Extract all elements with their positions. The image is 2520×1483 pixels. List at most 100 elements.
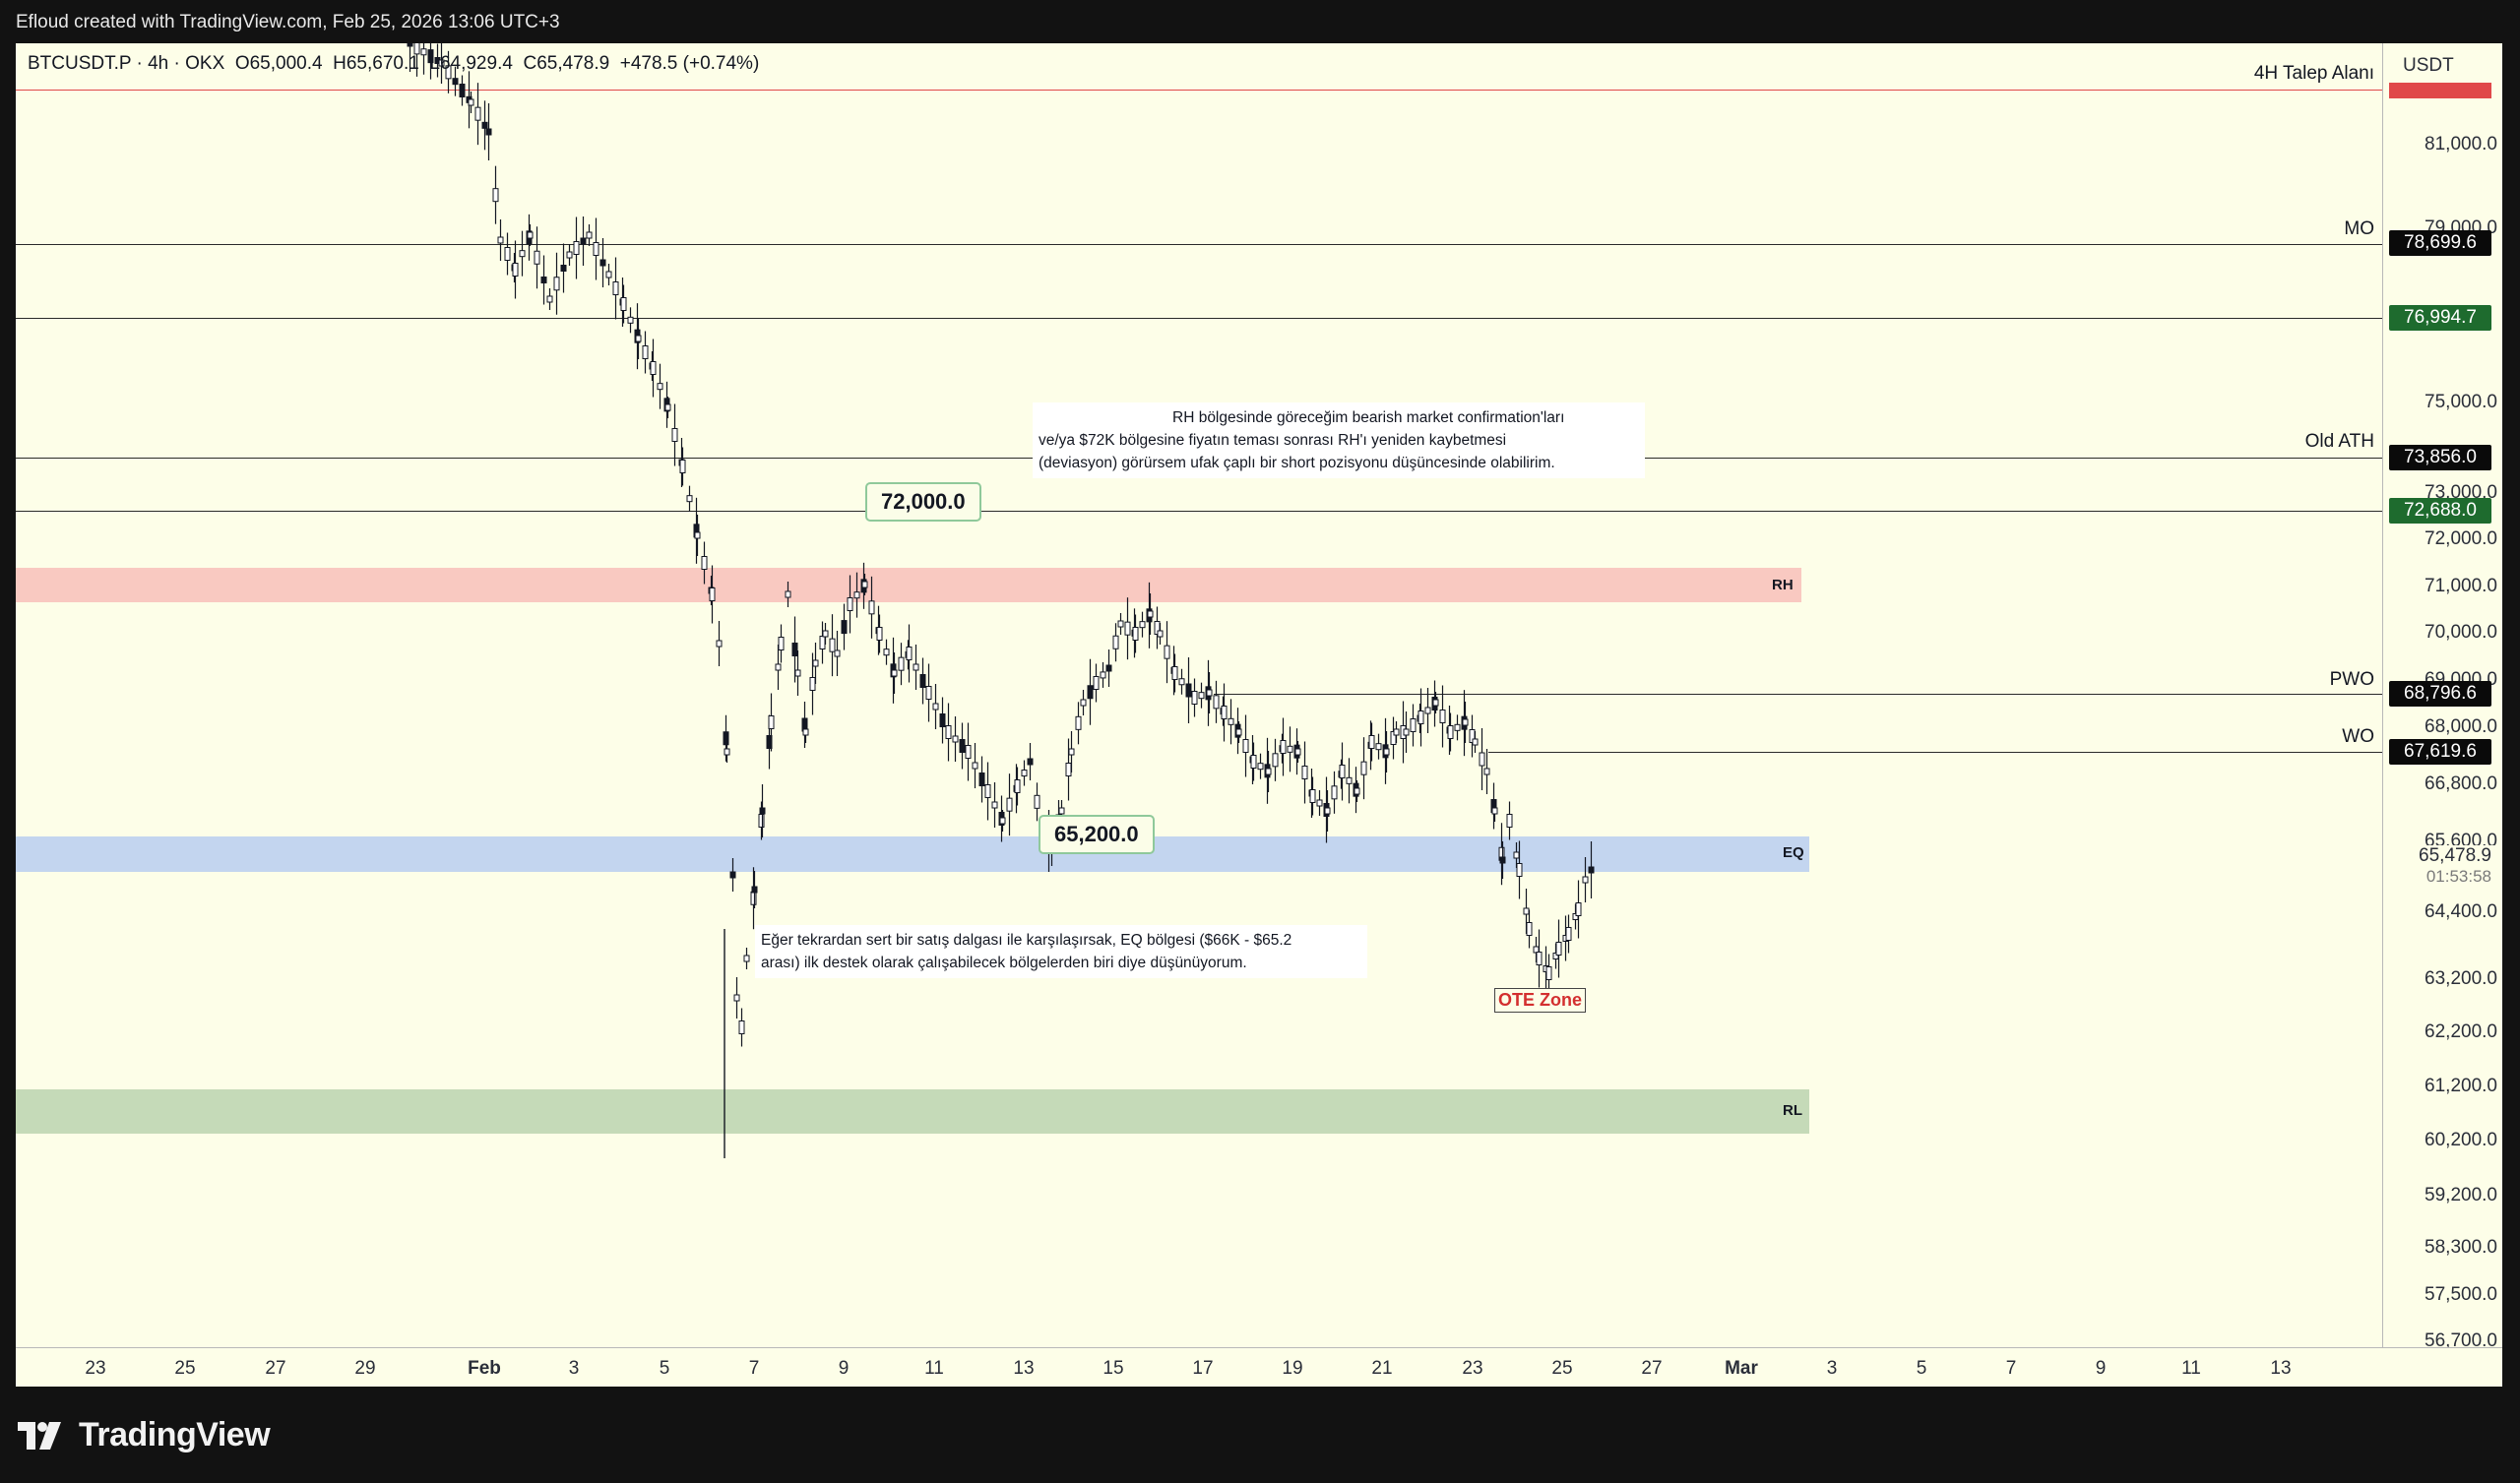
candle-body bbox=[1213, 695, 1220, 710]
candle-body bbox=[407, 43, 413, 47]
candle-body bbox=[861, 581, 868, 588]
candle-body bbox=[876, 627, 883, 641]
price-axis-label: 73,000.0 bbox=[2425, 482, 2497, 503]
candle-body bbox=[427, 49, 434, 64]
candle-body bbox=[445, 65, 452, 80]
tradingview-logo[interactable]: TradingView bbox=[18, 1416, 271, 1454]
price-axis-label: 62,200.0 bbox=[2425, 1021, 2497, 1042]
time-axis-label: 11 bbox=[2181, 1358, 2201, 1379]
candle-body bbox=[978, 772, 985, 786]
line-76994[interactable] bbox=[16, 318, 2382, 319]
price-axis-label: 72,000.0 bbox=[2425, 528, 2497, 549]
candle-body bbox=[883, 649, 890, 656]
candle-body bbox=[802, 728, 809, 736]
candle-body bbox=[819, 636, 826, 649]
candle-body bbox=[527, 231, 534, 239]
candle-body bbox=[778, 637, 785, 650]
candle-body bbox=[1265, 768, 1272, 775]
candle-body bbox=[1324, 807, 1331, 815]
wo-label: WO bbox=[2342, 726, 2374, 747]
right-edge bbox=[2502, 43, 2520, 1347]
last-price-label: 65,478.9 01:53:58 bbox=[2383, 845, 2497, 887]
pwo-line[interactable] bbox=[1214, 694, 2382, 695]
candle-body bbox=[965, 745, 972, 759]
candle-body bbox=[1545, 966, 1552, 980]
low-price-callout[interactable]: 65,200.0 bbox=[1039, 815, 1155, 854]
candle-body bbox=[775, 663, 782, 671]
rh-zone-label: RH bbox=[1772, 577, 1794, 593]
candle-body bbox=[1093, 676, 1100, 690]
candle-body bbox=[612, 281, 619, 295]
candle-body bbox=[729, 871, 736, 879]
candle-body bbox=[1555, 942, 1562, 956]
time-axis-label: Feb bbox=[468, 1358, 501, 1379]
price-axis[interactable]: USDT 81,000.0 79,000.0 75,000.0 73,000.0 72,… bbox=[2382, 43, 2503, 1347]
candle-body bbox=[1439, 710, 1446, 723]
candle-body bbox=[413, 43, 420, 55]
price-tag-mo: 78,699.6 bbox=[2389, 230, 2491, 256]
currency-label[interactable]: USDT bbox=[2403, 55, 2454, 76]
legend-high: H65,670.1 bbox=[333, 53, 419, 74]
time-axis[interactable]: 23 25 27 29 Feb 3 5 7 9 11 13 15 17 19 21 23 25 27 Mar 3 5 7 9… bbox=[16, 1347, 2502, 1388]
price-axis-label: 58,300.0 bbox=[2425, 1237, 2497, 1258]
candle-body bbox=[694, 531, 701, 539]
candle-body bbox=[1479, 752, 1485, 767]
candle-body bbox=[1185, 683, 1192, 698]
candle-body bbox=[1316, 799, 1323, 807]
ote-zone-label[interactable]: OTE Zone bbox=[1494, 988, 1586, 1013]
eq-note[interactable]: Eğer tekrardan sert bir satış dalgası il… bbox=[755, 925, 1367, 978]
candle-body bbox=[785, 590, 791, 598]
rh-note-line-2: ve/ya $72K bölgesine fiyatın teması sonr… bbox=[1039, 432, 1507, 449]
candle-body bbox=[485, 128, 492, 136]
candle-body bbox=[504, 247, 511, 261]
time-axis-label: 17 bbox=[1192, 1358, 1214, 1379]
candle-body bbox=[1065, 763, 1072, 776]
talep-label: 4H Talep Alanı bbox=[2253, 63, 2374, 84]
candle-body bbox=[679, 460, 686, 473]
time-axis-label: 7 bbox=[748, 1358, 760, 1379]
candle-body bbox=[1250, 755, 1257, 769]
candle-body bbox=[853, 591, 860, 599]
candle-body bbox=[1221, 706, 1228, 719]
candle-body bbox=[750, 891, 757, 905]
candle-body bbox=[919, 674, 926, 688]
time-axis-label: 7 bbox=[2005, 1358, 2017, 1379]
candle-body bbox=[1309, 789, 1316, 803]
candlestick-series bbox=[407, 43, 1595, 1158]
tradingview-logo-icon bbox=[18, 1421, 61, 1450]
candle-body bbox=[939, 713, 946, 727]
price-axis-label: 60,200.0 bbox=[2425, 1130, 2497, 1150]
time-axis-label: 9 bbox=[2095, 1358, 2107, 1379]
eq-note-line-1: Eğer tekrardan sert bir satış dalgası il… bbox=[761, 932, 1292, 949]
candle-body bbox=[1339, 765, 1346, 778]
candle-body bbox=[1418, 711, 1424, 724]
candle-body bbox=[1565, 927, 1572, 941]
time-axis-label: 9 bbox=[838, 1358, 850, 1379]
pwo-label: PWO bbox=[2329, 669, 2374, 690]
rh-note[interactable]: RH bölgesinde göreceğim bearish market c… bbox=[1033, 402, 1645, 478]
candle-body bbox=[1447, 725, 1454, 739]
candle-body bbox=[1021, 770, 1028, 777]
eq-note-line-2: arası) ilk destek olarak çalışabilecek b… bbox=[761, 955, 1247, 971]
candle-body bbox=[1287, 745, 1293, 753]
candle-body bbox=[716, 640, 723, 648]
price-tag-wo: 67,619.6 bbox=[2389, 739, 2491, 765]
candle-body bbox=[1034, 794, 1040, 809]
chart-pane[interactable]: RH EQ RL 4H Talep Alanı MO Old ATH PWO W… bbox=[16, 43, 2382, 1347]
wo-line[interactable] bbox=[1488, 752, 2382, 753]
candle-body bbox=[925, 686, 932, 700]
line-72688[interactable] bbox=[16, 511, 2382, 512]
high-price-callout[interactable]: 72,000.0 bbox=[865, 482, 981, 522]
legend-symbol: BTCUSDT.P · 4h · OKX bbox=[28, 53, 225, 74]
time-axis-label: 27 bbox=[1641, 1358, 1663, 1379]
mo-line[interactable] bbox=[16, 244, 2382, 245]
time-axis-label: 29 bbox=[354, 1358, 376, 1379]
candle-body bbox=[794, 669, 801, 677]
time-axis-label: 25 bbox=[1551, 1358, 1573, 1379]
candle-body bbox=[723, 731, 729, 746]
time-axis-label: 5 bbox=[1916, 1358, 1927, 1379]
time-axis-label: Mar bbox=[1725, 1358, 1758, 1379]
talep-line[interactable] bbox=[16, 90, 2382, 91]
candle-body bbox=[1375, 743, 1382, 751]
candle-body bbox=[1068, 748, 1075, 756]
